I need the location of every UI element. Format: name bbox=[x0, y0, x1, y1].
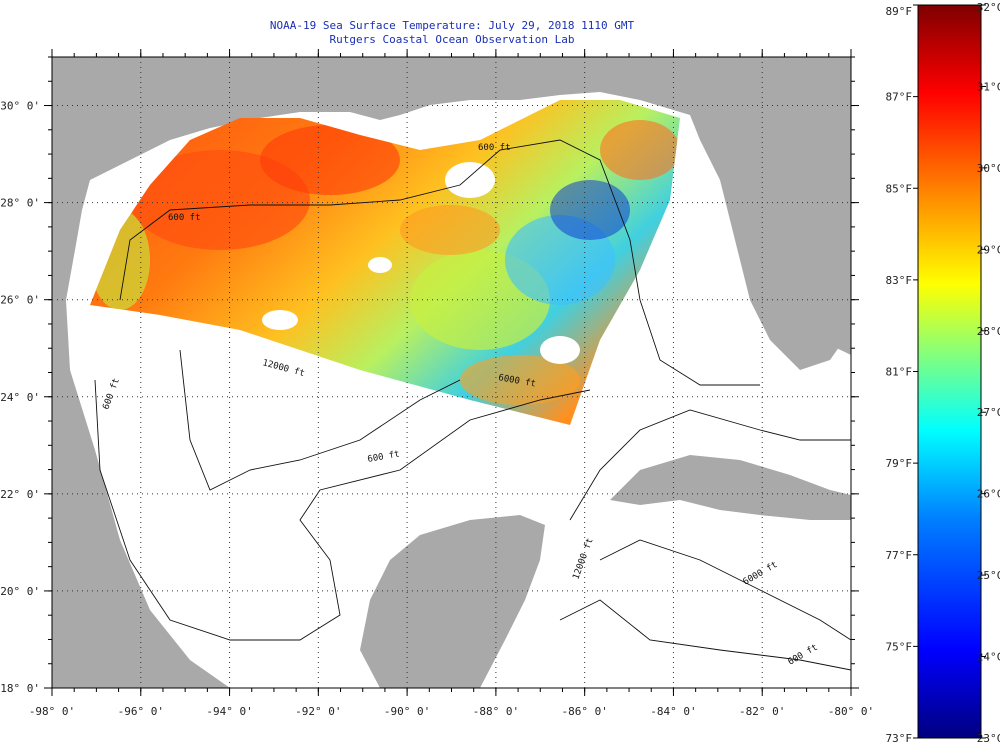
colorbar-label-c: 30°C bbox=[977, 162, 1000, 175]
colorbar-label-f: 83°F bbox=[886, 274, 913, 287]
colorbar-label-c: 31°C bbox=[977, 80, 1000, 93]
colorbar-label-f: 89°F bbox=[886, 5, 913, 18]
map-title: NOAA-19 Sea Surface Temperature: July 29… bbox=[269, 19, 635, 32]
colorbar-label-c: 28°C bbox=[977, 325, 1000, 338]
map-subtitle: Rutgers Coastal Ocean Observation Lab bbox=[329, 33, 575, 46]
lon-label: -84° 0' bbox=[650, 705, 696, 718]
lat-label: 30° 0' bbox=[0, 100, 40, 113]
lon-label: -96° 0' bbox=[118, 705, 164, 718]
colorbar-label-f: 85°F bbox=[886, 182, 913, 195]
lon-label: -88° 0' bbox=[473, 705, 519, 718]
colorbar-label-c: 29°C bbox=[977, 243, 1000, 256]
axis-ticks bbox=[44, 49, 859, 696]
contour-label: 600 ft bbox=[478, 143, 511, 153]
yucatan-land bbox=[360, 515, 545, 688]
lon-label: -82° 0' bbox=[739, 705, 785, 718]
lat-label: 18° 0' bbox=[0, 682, 40, 695]
contour-label: 600 ft bbox=[168, 213, 201, 223]
graticule-grid bbox=[52, 57, 851, 688]
colorbar-label-c: 27°C bbox=[977, 406, 1000, 419]
colorbar-label-c: 23°C bbox=[977, 732, 1000, 745]
lon-label: -86° 0' bbox=[561, 705, 607, 718]
colorbar-label-c: 32°C bbox=[977, 1, 1000, 14]
colorbar-labels: 89°F 87°F 85°F 83°F 81°F 79°F 77°F 75°F 73°F 32°C… bbox=[886, 1, 1000, 745]
florida-land bbox=[690, 57, 851, 370]
colorbar-label-f: 73°F bbox=[886, 732, 913, 745]
colorbar-label-c: 24°C bbox=[977, 651, 1000, 664]
lon-label: -94° 0' bbox=[206, 705, 252, 718]
lat-label: 28° 0' bbox=[0, 197, 40, 210]
lat-label: 24° 0' bbox=[0, 391, 40, 404]
colorbar-label-f: 75°F bbox=[886, 640, 913, 653]
lon-label: -92° 0' bbox=[295, 705, 341, 718]
caribbean-water bbox=[520, 510, 851, 688]
colorbar-label-c: 26°C bbox=[977, 488, 1000, 501]
lon-label: -80° 0' bbox=[828, 705, 874, 718]
lat-label: 20° 0' bbox=[0, 585, 40, 598]
bathymetry-contours bbox=[94, 139, 851, 671]
colorbar-label-f: 81°F bbox=[886, 366, 913, 379]
colorbar-label-f: 87°F bbox=[886, 91, 913, 104]
colorbar-label-c: 25°C bbox=[977, 569, 1000, 582]
colorbar bbox=[917, 4, 982, 739]
lon-label: -98° 0' bbox=[29, 705, 75, 718]
lat-label: 22° 0' bbox=[0, 488, 40, 501]
colorbar-label-f: 77°F bbox=[886, 549, 913, 562]
lat-label: 26° 0' bbox=[0, 294, 40, 307]
cuba-land bbox=[610, 455, 851, 520]
axis-labels: -98° 0' -96° 0' -94° 0' -92° 0' -90° 0' -88° … bbox=[0, 100, 874, 718]
mexico-land bbox=[52, 57, 200, 688]
colorbar-label-f: 79°F bbox=[886, 457, 913, 470]
lon-label: -90° 0' bbox=[384, 705, 430, 718]
